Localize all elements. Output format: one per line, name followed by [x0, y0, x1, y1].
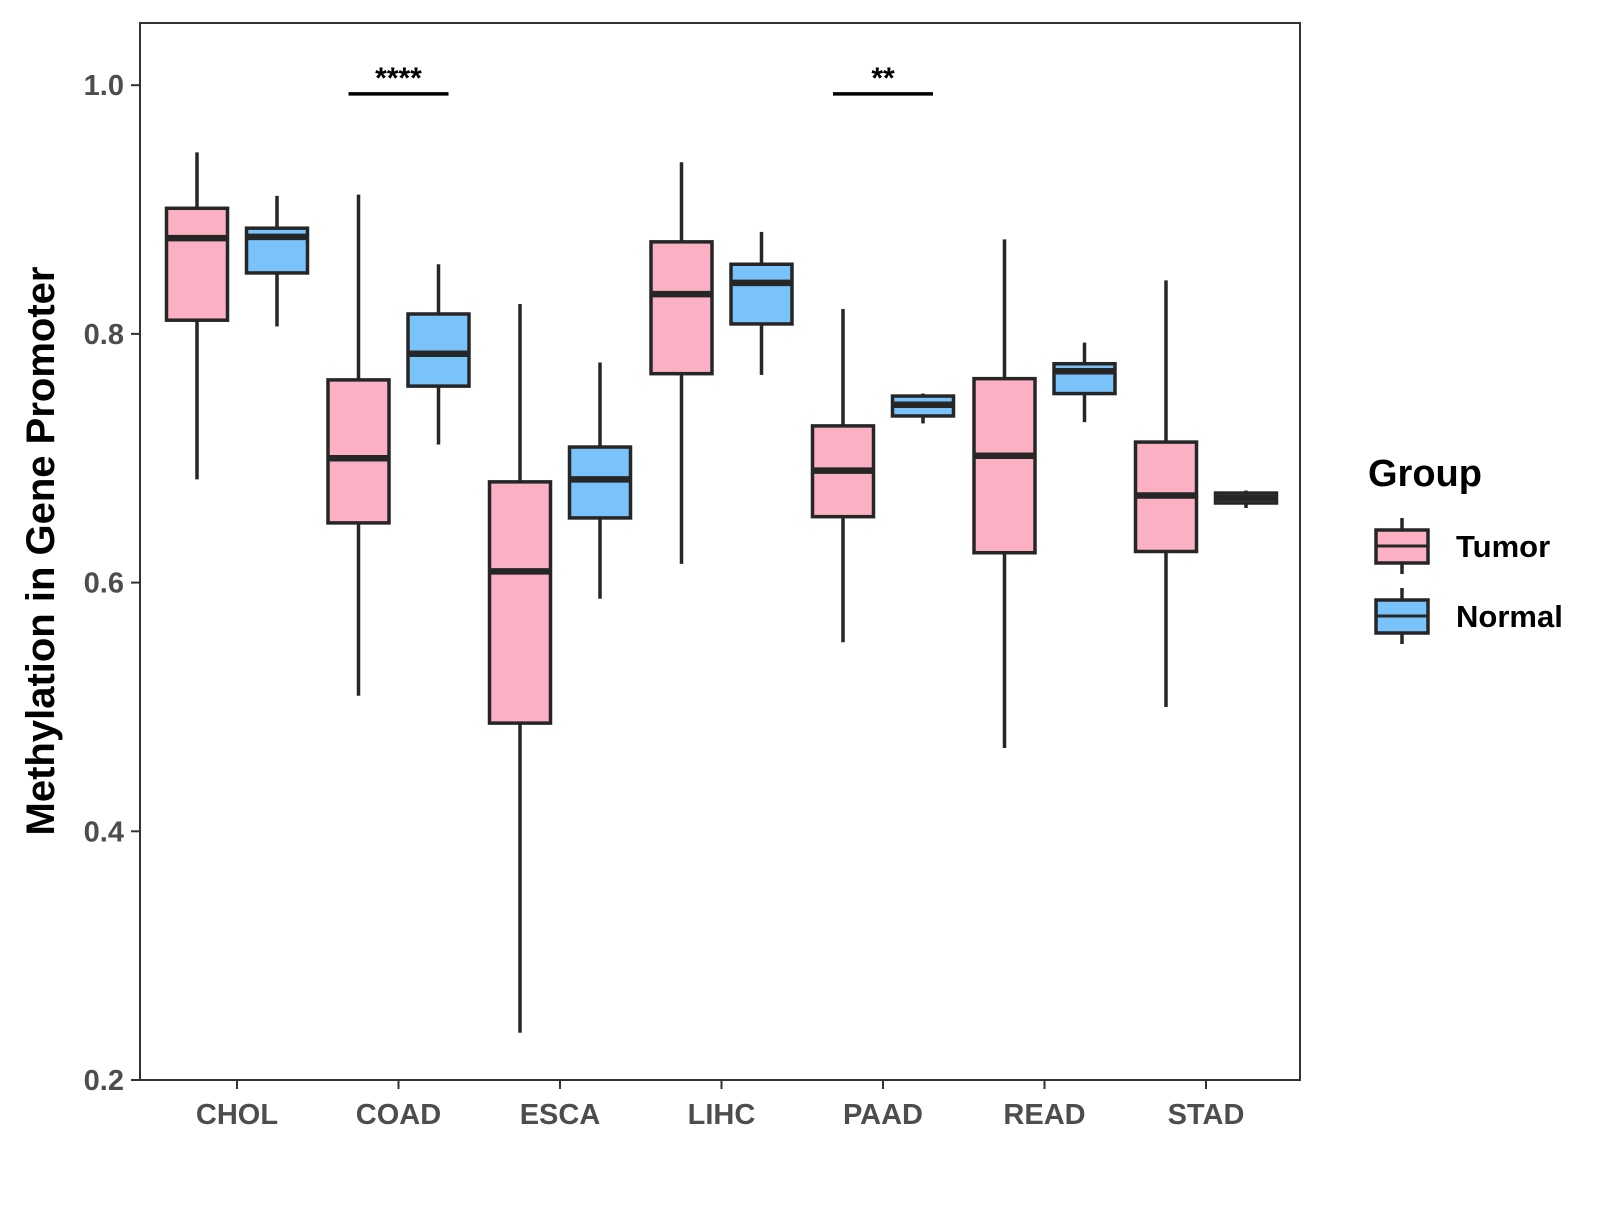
legend-label: Tumor [1456, 529, 1550, 564]
x-tick-label: COAD [356, 1099, 441, 1131]
box-normal-stad [1213, 490, 1279, 508]
box-tumor-stad [1133, 280, 1199, 707]
box-tumor-coad [326, 194, 391, 696]
x-tick-label: STAD [1168, 1099, 1245, 1131]
box-normal-esca [567, 362, 633, 599]
x-axis: CHOL COAD ESCA LIHC PAAD READ STAD [140, 1079, 1300, 1131]
box-body [326, 378, 391, 525]
y-axis-title: Methylation in Gene Promoter [19, 267, 63, 836]
boxes-layer [164, 152, 1279, 1033]
box-tumor-lihc [649, 162, 714, 564]
legend-entry-normal: Normal [1374, 588, 1563, 644]
box-normal-read [1052, 342, 1117, 423]
box-body [729, 262, 794, 326]
x-tick-label: ESCA [520, 1099, 601, 1131]
y-tick-label: 0.4 [84, 816, 124, 848]
legend: Group Tumor Normal [1368, 453, 1563, 644]
box-body [649, 240, 714, 376]
significance-layer: **** ** [348, 62, 933, 96]
box-tumor-read [972, 239, 1037, 748]
box-body [406, 312, 471, 388]
box-body [487, 480, 553, 725]
box-tumor-esca [487, 304, 553, 1033]
legend-title: Group [1368, 453, 1482, 495]
legend-entry-tumor: Tumor [1374, 518, 1550, 574]
box-tumor-chol [164, 152, 230, 480]
y-tick-label: 0.2 [84, 1065, 124, 1097]
box-normal-coad [406, 264, 471, 445]
x-tick-label: CHOL [196, 1099, 278, 1131]
y-axis: 0.2 0.4 0.6 0.8 1.0 [84, 23, 141, 1097]
box-tumor-paad [810, 309, 876, 643]
box-body [164, 206, 230, 322]
legend-label: Normal [1456, 599, 1563, 634]
x-tick-label: PAAD [843, 1099, 923, 1131]
y-tick-label: 0.6 [84, 568, 124, 600]
box-normal-lihc [729, 231, 794, 375]
significance-label: **** [375, 62, 422, 95]
x-tick-label: LIHC [688, 1099, 756, 1131]
y-tick-label: 1.0 [84, 70, 124, 102]
y-tick-label: 0.8 [84, 319, 124, 351]
plot-panel-border [139, 22, 1301, 1081]
box-body [972, 376, 1037, 555]
box-normal-paad [890, 393, 956, 424]
box-normal-chol [244, 195, 310, 327]
significance-label: ** [871, 62, 895, 95]
x-tick-label: READ [1003, 1099, 1085, 1131]
